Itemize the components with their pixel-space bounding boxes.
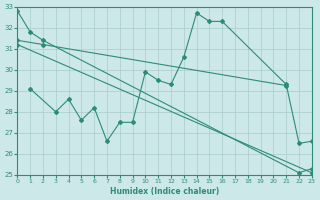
X-axis label: Humidex (Indice chaleur): Humidex (Indice chaleur) (110, 187, 219, 196)
